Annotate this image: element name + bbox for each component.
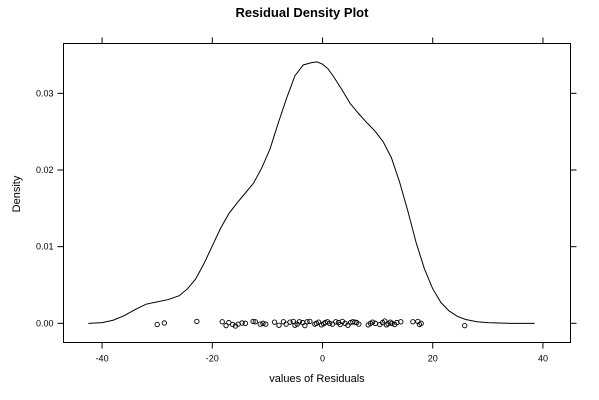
residual-point <box>154 321 160 328</box>
residual-point <box>370 319 376 325</box>
residual-point <box>242 320 249 326</box>
residual-point <box>307 318 313 325</box>
residual-point <box>263 321 269 327</box>
x-tick-label: 0 <box>320 354 325 364</box>
residual-point <box>260 320 266 326</box>
residual-point <box>372 320 379 326</box>
y-tick-label: 0.01 <box>36 242 54 252</box>
residual-point <box>304 319 310 325</box>
residual-point <box>296 319 303 325</box>
residual-point <box>315 319 322 325</box>
x-tick-label: 40 <box>538 354 548 364</box>
residual-point <box>287 319 293 325</box>
plot-frame <box>63 43 571 343</box>
residual-point <box>345 322 351 328</box>
residual-point <box>333 319 339 325</box>
residual-point <box>327 320 333 326</box>
residual-point <box>252 319 258 325</box>
residual-point <box>410 319 416 325</box>
x-tick-label: 20 <box>428 354 438 364</box>
residual-point <box>194 318 200 325</box>
residual-point <box>418 320 424 326</box>
residual-point <box>239 320 245 326</box>
residual-point <box>302 322 308 329</box>
density-curve <box>88 61 535 324</box>
axis-ticks <box>57 37 577 349</box>
residual-point <box>398 319 404 325</box>
residual-point <box>271 319 278 325</box>
x-tick-label: -20 <box>206 354 219 364</box>
x-axis-label: values of Residuals <box>269 373 365 385</box>
residual-point <box>230 321 236 328</box>
residual-point <box>223 322 229 329</box>
residual-point <box>276 322 282 328</box>
residual-point <box>219 319 225 325</box>
y-tick-label: 0.02 <box>36 165 54 175</box>
chart-title: Residual Density Plot <box>236 5 370 20</box>
residual-point <box>389 320 395 326</box>
residual-point <box>161 320 168 326</box>
residual-point <box>257 321 263 327</box>
residual-points <box>154 318 468 329</box>
axis-tick-labels: -40 -20 0 20 40 0.00 0.01 0.02 0.03 <box>36 88 548 363</box>
y-tick-label: 0.00 <box>36 318 54 328</box>
residual-point <box>250 318 256 325</box>
residual-point <box>462 322 468 329</box>
y-tick-label: 0.03 <box>36 88 54 98</box>
y-axis-label: Density <box>11 175 23 212</box>
x-tick-label: -40 <box>96 354 109 364</box>
residual-point <box>356 321 362 327</box>
